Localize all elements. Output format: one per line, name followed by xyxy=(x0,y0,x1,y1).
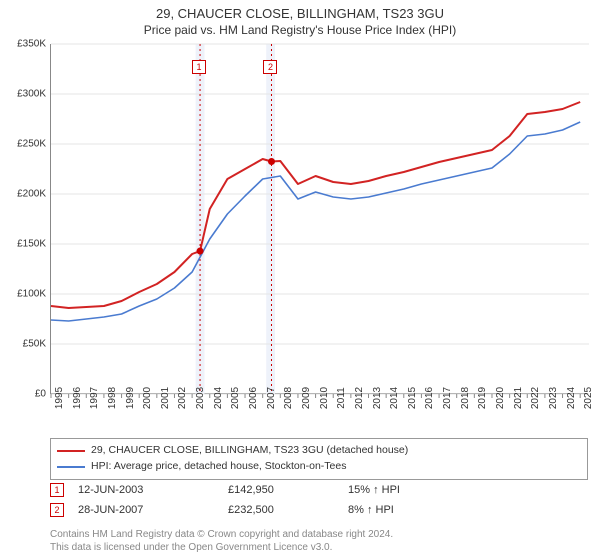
x-tick-label: 1998 xyxy=(107,387,118,409)
x-tick-label: 2021 xyxy=(513,387,524,409)
x-tick-label: 2020 xyxy=(495,387,506,409)
footnote-line1: Contains HM Land Registry data © Crown c… xyxy=(50,528,393,541)
legend-swatch xyxy=(57,466,85,468)
sale-pct: 8% ↑ HPI xyxy=(348,504,458,516)
x-tick-label: 2009 xyxy=(301,387,312,409)
y-tick-label: £350K xyxy=(2,39,46,50)
y-tick-label: £0 xyxy=(2,389,46,400)
y-tick-label: £150K xyxy=(2,239,46,250)
x-tick-label: 2002 xyxy=(177,387,188,409)
x-tick-label: 2007 xyxy=(266,387,277,409)
legend-item: 29, CHAUCER CLOSE, BILLINGHAM, TS23 3GU … xyxy=(57,443,581,459)
sale-date: 12-JUN-2003 xyxy=(78,484,228,496)
footnote: Contains HM Land Registry data © Crown c… xyxy=(50,528,393,554)
x-tick-label: 1999 xyxy=(125,387,136,409)
sale-price: £232,500 xyxy=(228,504,348,516)
chart-container: 29, CHAUCER CLOSE, BILLINGHAM, TS23 3GU … xyxy=(0,0,600,560)
x-tick-label: 2004 xyxy=(213,387,224,409)
x-tick-label: 2016 xyxy=(424,387,435,409)
x-tick-label: 2018 xyxy=(460,387,471,409)
legend: 29, CHAUCER CLOSE, BILLINGHAM, TS23 3GU … xyxy=(50,438,588,480)
x-tick-label: 1997 xyxy=(89,387,100,409)
sale-row: 2 28-JUN-2007£232,5008% ↑ HPI xyxy=(50,500,588,520)
sale-marker-1: 1 xyxy=(192,60,206,74)
y-tick-label: £300K xyxy=(2,89,46,100)
x-tick-label: 2000 xyxy=(142,387,153,409)
x-tick-label: 2010 xyxy=(319,387,330,409)
sales-table: 1 12-JUN-2003£142,95015% ↑ HPI 2 28-JUN-200… xyxy=(50,480,588,520)
x-tick-label: 2006 xyxy=(248,387,259,409)
y-tick-label: £200K xyxy=(2,189,46,200)
sale-row-marker: 1 xyxy=(50,483,64,497)
x-tick-label: 2011 xyxy=(336,387,347,409)
x-tick-label: 2017 xyxy=(442,387,453,409)
sale-date: 28-JUN-2007 xyxy=(78,504,228,516)
x-tick-label: 2019 xyxy=(477,387,488,409)
y-tick-label: £250K xyxy=(2,139,46,150)
chart-subtitle: Price paid vs. HM Land Registry's House … xyxy=(0,21,600,41)
y-tick-label: £100K xyxy=(2,289,46,300)
plot-area xyxy=(50,44,588,394)
sale-marker-2: 2 xyxy=(263,60,277,74)
x-tick-label: 2024 xyxy=(566,387,577,409)
x-tick-label: 2012 xyxy=(354,387,365,409)
legend-swatch xyxy=(57,450,85,452)
sale-price: £142,950 xyxy=(228,484,348,496)
sale-row: 1 12-JUN-2003£142,95015% ↑ HPI xyxy=(50,480,588,500)
chart-title: 29, CHAUCER CLOSE, BILLINGHAM, TS23 3GU xyxy=(0,0,600,21)
y-tick-label: £50K xyxy=(2,339,46,350)
sale-pct: 15% ↑ HPI xyxy=(348,484,458,496)
x-tick-label: 2003 xyxy=(195,387,206,409)
x-tick-label: 1996 xyxy=(72,387,83,409)
x-tick-label: 1995 xyxy=(54,387,65,409)
x-tick-label: 2025 xyxy=(583,387,594,409)
x-tick-label: 2014 xyxy=(389,387,400,409)
x-tick-label: 2005 xyxy=(230,387,241,409)
x-tick-label: 2001 xyxy=(160,387,171,409)
x-tick-label: 2008 xyxy=(283,387,294,409)
legend-label: HPI: Average price, detached house, Stoc… xyxy=(91,459,346,475)
legend-label: 29, CHAUCER CLOSE, BILLINGHAM, TS23 3GU … xyxy=(91,443,408,459)
x-tick-label: 2023 xyxy=(548,387,559,409)
sale-row-marker: 2 xyxy=(50,503,64,517)
legend-item: HPI: Average price, detached house, Stoc… xyxy=(57,459,581,475)
x-tick-label: 2015 xyxy=(407,387,418,409)
footnote-line2: This data is licensed under the Open Gov… xyxy=(50,541,393,554)
x-tick-label: 2013 xyxy=(372,387,383,409)
x-tick-label: 2022 xyxy=(530,387,541,409)
